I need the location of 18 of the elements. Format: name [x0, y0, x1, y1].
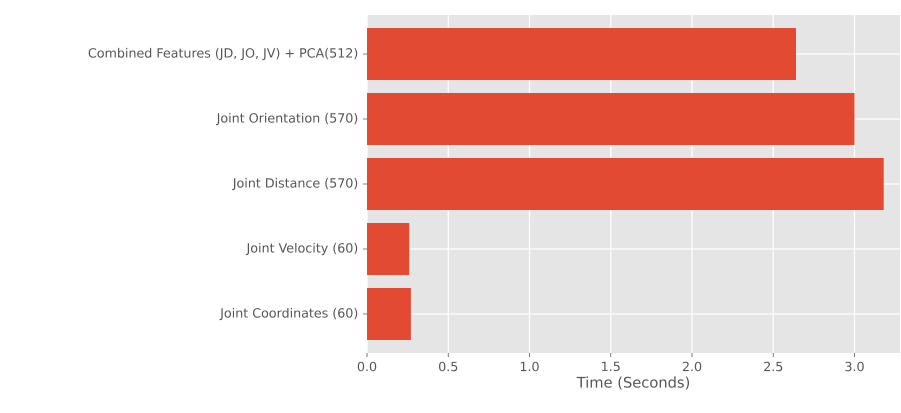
x-tick-label: 0.0: [358, 362, 376, 372]
x-axis-title: Time (Seconds): [576, 376, 690, 390]
y-tick-label: Joint Distance (570): [232, 178, 358, 190]
x-tick-label: 3.0: [845, 362, 864, 372]
y-tick-label: Joint Coordinates (60): [220, 308, 358, 320]
x-tick-label: 0.5: [439, 362, 458, 372]
x-tick-label: 1.5: [602, 362, 620, 372]
bar: [367, 288, 411, 340]
bar: [367, 158, 884, 210]
y-tick-label: Joint Velocity (60): [246, 242, 358, 256]
x-tick-label: 2.0: [682, 362, 702, 372]
bar: [367, 28, 796, 80]
y-tick-label: Joint Orientation (570): [216, 112, 358, 126]
x-tick-label: 1.0: [520, 362, 539, 372]
x-tick-label: 2.5: [764, 362, 782, 372]
bar: [367, 222, 410, 275]
bar: [367, 93, 854, 145]
y-tick-label: Combined Features (JD, JO, JV) + PCA(512): [88, 48, 358, 60]
